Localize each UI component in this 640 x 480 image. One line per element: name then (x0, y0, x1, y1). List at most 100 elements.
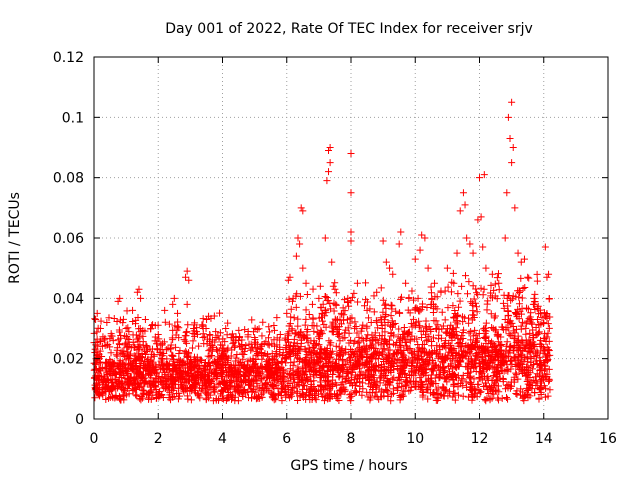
data-point (195, 342, 203, 350)
data-point (519, 339, 527, 347)
data-point (255, 368, 263, 376)
data-point (235, 326, 243, 334)
data-point (223, 379, 231, 387)
data-point (153, 368, 161, 376)
data-point (377, 393, 385, 401)
data-point (118, 350, 126, 358)
data-point (268, 365, 276, 373)
data-point (265, 341, 273, 349)
data-point (263, 350, 271, 358)
data-point (497, 367, 505, 375)
data-point (294, 397, 302, 405)
data-point (498, 352, 506, 360)
data-point (199, 315, 207, 323)
data-point (92, 315, 100, 323)
data-point (335, 343, 343, 351)
data-point (143, 343, 151, 351)
data-point (380, 339, 388, 347)
data-point (495, 279, 503, 287)
data-point (128, 361, 136, 369)
data-point (465, 319, 473, 327)
data-point (545, 337, 553, 345)
data-point (390, 374, 398, 382)
data-point (503, 338, 511, 346)
data-point (404, 346, 412, 354)
data-point (364, 331, 372, 339)
data-point (378, 335, 386, 343)
data-point (504, 395, 512, 403)
data-point (102, 358, 110, 366)
data-point (378, 325, 386, 333)
data-point (337, 381, 345, 389)
data-point (321, 234, 329, 242)
data-point (283, 309, 291, 317)
data-point (499, 374, 507, 382)
data-point (184, 395, 192, 403)
data-point (535, 328, 543, 336)
data-point (354, 373, 362, 381)
data-point (417, 353, 425, 361)
data-point (423, 304, 431, 312)
data-point (272, 350, 280, 358)
data-point (276, 345, 284, 353)
data-point (434, 384, 442, 392)
data-point (96, 338, 104, 346)
data-point (513, 338, 521, 346)
data-point (297, 328, 305, 336)
data-point (481, 324, 489, 332)
data-point (135, 285, 143, 293)
data-point (370, 308, 378, 316)
data-point (339, 373, 347, 381)
data-point (462, 378, 470, 386)
data-point (177, 380, 185, 388)
data-point (366, 389, 374, 397)
data-point (119, 319, 127, 327)
data-point (205, 380, 213, 388)
data-point (266, 369, 274, 377)
data-point (532, 349, 540, 357)
data-point (172, 331, 180, 339)
data-point (469, 311, 477, 319)
data-point (493, 295, 501, 303)
data-point (505, 318, 513, 326)
data-point (387, 367, 395, 375)
data-point (413, 305, 421, 313)
data-point (498, 340, 506, 348)
data-point (269, 382, 277, 390)
data-point (459, 382, 467, 390)
data-point (129, 338, 137, 346)
data-point (447, 360, 455, 368)
data-point (325, 147, 333, 155)
data-point (302, 315, 310, 323)
data-point (398, 336, 406, 344)
data-point (240, 347, 248, 355)
data-point (159, 394, 167, 401)
data-point (431, 303, 439, 311)
data-point (187, 396, 195, 404)
data-point (448, 365, 456, 373)
data-point (455, 303, 463, 311)
data-point (296, 292, 304, 300)
data-point (308, 394, 316, 402)
data-point (373, 382, 381, 390)
data-point (540, 319, 548, 327)
data-point (97, 317, 105, 325)
x-tick-label: 6 (282, 431, 291, 447)
data-point (392, 307, 400, 315)
data-point (418, 334, 426, 342)
data-point (504, 349, 512, 357)
data-point (300, 382, 308, 390)
data-point (347, 237, 355, 245)
data-point (104, 341, 112, 349)
data-point (158, 373, 166, 381)
data-point (153, 340, 161, 348)
data-point (133, 346, 141, 354)
data-point (381, 301, 389, 309)
data-point (448, 349, 456, 357)
data-point (254, 384, 262, 392)
data-point (458, 354, 466, 362)
data-point (124, 354, 132, 362)
data-point (378, 350, 386, 358)
data-point (487, 281, 495, 289)
data-point (226, 370, 234, 378)
